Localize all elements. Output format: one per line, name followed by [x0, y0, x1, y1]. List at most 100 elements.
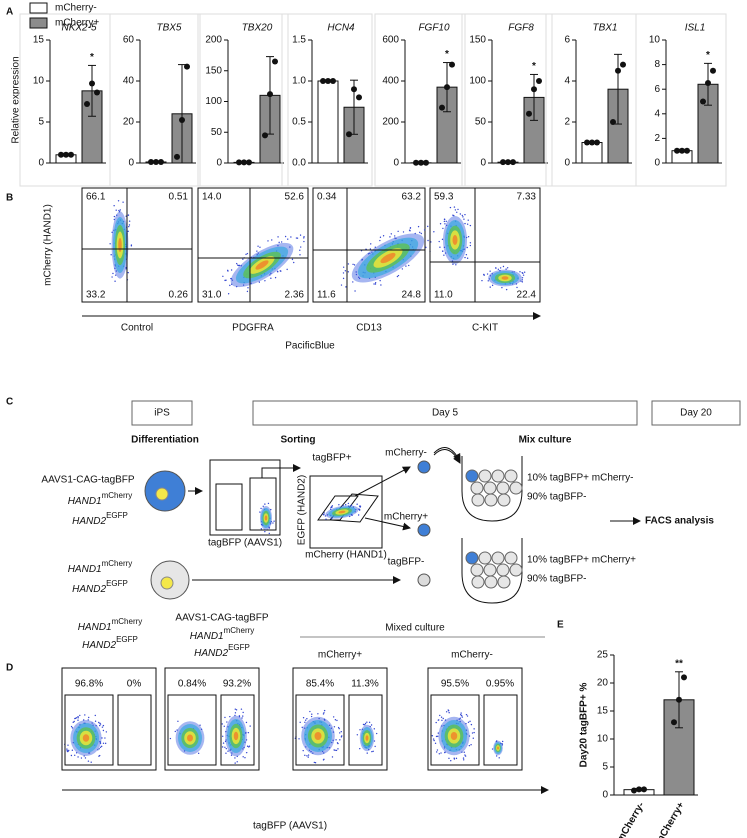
- data-point: [174, 153, 180, 160]
- cell-event: [359, 509, 361, 511]
- cell-event: [469, 244, 472, 247]
- cell-event: [224, 716, 226, 719]
- cell-event: [468, 735, 471, 737]
- gate: [483, 694, 518, 766]
- x-axis-label: tagBFP (AAVS1): [253, 821, 327, 832]
- gene-name: HAND1: [68, 496, 102, 507]
- cell-event: [437, 735, 439, 738]
- stage-box: [651, 400, 741, 426]
- flow-plot: [81, 187, 193, 303]
- cell-event: [427, 239, 429, 242]
- data-point: [148, 158, 154, 165]
- cell-event: [271, 239, 273, 241]
- flow-plot: [427, 667, 523, 771]
- y-tick-label: 100: [469, 76, 486, 87]
- cell-event: [344, 503, 347, 506]
- y-tick-label: 25: [597, 650, 609, 661]
- cell-event: [417, 225, 420, 228]
- cell-event: [342, 277, 345, 280]
- cell-event: [77, 719, 79, 721]
- cell-event: [277, 236, 279, 238]
- chart-frame: [109, 13, 201, 187]
- cell-population: [259, 502, 275, 535]
- y-tick-label: 0: [602, 790, 608, 801]
- cell-event: [340, 730, 342, 733]
- cell-event: [247, 731, 250, 734]
- cell: [417, 573, 431, 587]
- y-axis-label: mCherry (HAND1): [43, 204, 54, 286]
- cell-event: [332, 739, 334, 742]
- cell-event: [456, 211, 458, 213]
- cell-event: [87, 719, 89, 721]
- genotype-label: HAND1mCherry: [190, 626, 255, 642]
- density-contour: [452, 235, 458, 245]
- cell-event: [230, 278, 233, 280]
- data-point: [413, 159, 419, 166]
- data-point: [179, 116, 185, 123]
- cell-event: [130, 245, 133, 247]
- gene-name: HAND2: [194, 648, 228, 659]
- cell-event: [481, 279, 483, 282]
- cell-event: [430, 241, 432, 243]
- cell-event: [375, 732, 378, 735]
- mix-label: 90% tagBFP-: [527, 492, 586, 503]
- cell-event: [499, 270, 501, 272]
- stage-box: [252, 400, 638, 426]
- cell-event: [128, 224, 131, 226]
- quadrant-percent: 59.3: [434, 192, 454, 203]
- cell-event: [349, 515, 351, 518]
- cell-event: [451, 260, 454, 262]
- significance-mark: *: [706, 50, 710, 61]
- cell-event: [473, 728, 475, 730]
- cell: [484, 575, 498, 589]
- cell-event: [311, 713, 313, 715]
- cell-event: [231, 283, 233, 285]
- cell-event: [242, 756, 244, 758]
- cell-event: [258, 281, 261, 283]
- cell-event: [520, 280, 522, 282]
- cell-event: [465, 236, 468, 239]
- cell-event: [304, 754, 306, 757]
- cell-event: [352, 263, 354, 266]
- gate-percent: 85.4%: [306, 679, 334, 690]
- cell-event: [236, 262, 238, 265]
- cell-event: [338, 504, 340, 506]
- reporter-name: mCherry: [224, 626, 255, 635]
- y-tick-label: 60: [123, 35, 135, 46]
- cell: [478, 551, 492, 565]
- data-point: [610, 119, 616, 125]
- quadrant-percent: 0.26: [169, 290, 189, 301]
- cell-event: [330, 508, 332, 510]
- cell-event: [273, 520, 275, 522]
- cell: [417, 523, 431, 537]
- y-tick-label: 10: [33, 76, 45, 87]
- cell-event: [242, 715, 244, 717]
- y-axis-label: Day20 tagBFP+ %: [579, 683, 590, 768]
- significance-mark: **: [675, 658, 683, 669]
- bar: [581, 142, 603, 164]
- cell-event: [371, 251, 373, 253]
- y-tick-label: 20: [597, 678, 609, 689]
- cell-event: [466, 715, 469, 717]
- gate: [215, 483, 243, 531]
- y-tick-label: 50: [211, 127, 223, 138]
- panel-label: D: [6, 663, 13, 674]
- cell-event: [396, 275, 399, 278]
- cell-event: [95, 724, 97, 727]
- cell-event: [116, 214, 118, 216]
- cell-event: [442, 227, 444, 230]
- significance-mark: *: [90, 52, 94, 63]
- cell-event: [225, 739, 227, 741]
- cell-event: [338, 727, 340, 730]
- cell-event: [470, 723, 473, 726]
- cell: [470, 481, 484, 495]
- gate: [64, 694, 114, 766]
- density-contour: [264, 515, 268, 521]
- tube: [461, 456, 523, 522]
- cell-event: [279, 270, 281, 272]
- cell-event: [469, 224, 472, 227]
- cell-event: [102, 742, 105, 744]
- cell-event: [441, 719, 443, 722]
- cell-event: [522, 272, 524, 275]
- cell-event: [314, 762, 317, 764]
